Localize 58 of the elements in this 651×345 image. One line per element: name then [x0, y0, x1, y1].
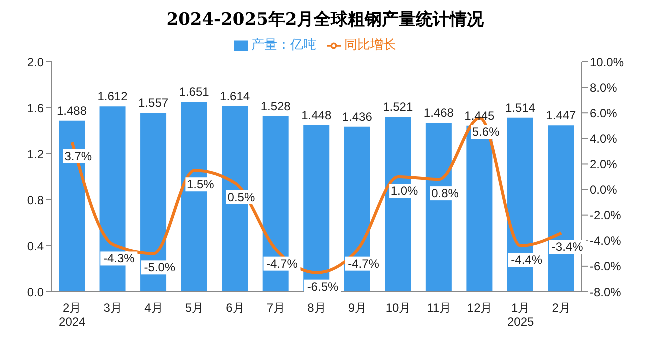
x-tick-label: 2月 — [552, 301, 571, 315]
x-tick-label: 9月 — [348, 301, 368, 315]
x-tick-label: 8月 — [308, 301, 326, 315]
y2-tick-label: 2.0% — [590, 157, 618, 172]
data-label: -4.7% — [348, 256, 380, 271]
data-label: 1.488 — [56, 104, 88, 118]
data-label: 1.468 — [424, 106, 454, 120]
x-tick-label: 6月 — [226, 301, 245, 315]
data-label: 1.514 — [505, 100, 536, 115]
y2-tick-label: 10.0% — [590, 55, 624, 70]
data-label: 1.448 — [302, 108, 332, 122]
y2-tick-label: 0.0% — [590, 183, 618, 198]
y2-tick-label: -2.0% — [590, 208, 622, 223]
y-tick-label: 2.0 — [27, 55, 44, 70]
x-tick-label: 2月 2024 — [59, 301, 86, 329]
data-label: -3.4% — [552, 240, 584, 254]
x-tick-label: 1月 2025 — [507, 301, 535, 329]
data-label: -6.5% — [307, 280, 339, 294]
x-tick-label: 11月 — [427, 301, 452, 315]
x-tick-label: 5月 — [185, 301, 204, 315]
y2-tick-label: -4.0% — [590, 234, 622, 248]
data-label: -4.3% — [103, 252, 136, 266]
x-tick-label: 12月 — [467, 301, 493, 315]
y2-tick-label: -6.0% — [590, 260, 622, 274]
data-label: 1.0% — [390, 184, 419, 198]
y-tick-label: 1.2 — [27, 147, 44, 162]
data-label: 1.651 — [179, 85, 210, 100]
data-label: 0.5% — [228, 190, 256, 204]
x-tick-label: 3月 — [104, 301, 122, 315]
data-label: 1.5% — [187, 178, 215, 192]
data-label: 5.6% — [472, 125, 500, 140]
y2-tick-label: 8.0% — [590, 80, 618, 95]
y-tick-label: 0.0 — [27, 285, 44, 300]
x-tick-label: 10月 — [386, 301, 412, 315]
data-label: 1.436 — [342, 110, 373, 124]
x-tick-label: 4月 — [144, 301, 164, 315]
y2-tick-label: 4.0% — [590, 132, 618, 146]
data-label: 1.447 — [546, 108, 577, 123]
y-tick-label: 1.6 — [27, 101, 44, 116]
y2-tick-label: 6.0% — [590, 106, 618, 120]
data-label: -4.4% — [511, 253, 543, 267]
data-label: 1.557 — [138, 96, 169, 110]
data-label: -5.0% — [144, 260, 176, 275]
data-label: 1.528 — [260, 99, 292, 114]
y-tick-label: 0.4 — [27, 239, 44, 254]
y-tick-label: 0.8 — [27, 193, 44, 208]
data-label: 3.7% — [64, 150, 92, 164]
y2-tick-label: -8.0% — [590, 285, 622, 300]
chart-title: 2024-2025年2月全球粗钢产量统计情况 — [166, 9, 486, 32]
data-label: -4.7% — [266, 256, 298, 271]
x-tick-label: 7月 — [266, 301, 286, 315]
data-label: 1.521 — [383, 100, 414, 114]
data-label: 1.614 — [220, 89, 250, 104]
data-label: 1.612 — [98, 90, 128, 104]
legend-label: 同比增长 — [344, 37, 396, 52]
legend-label: 产量：亿吨 — [252, 37, 316, 52]
data-label: 0.8% — [432, 186, 460, 201]
data-label: 1.445 — [464, 108, 496, 123]
